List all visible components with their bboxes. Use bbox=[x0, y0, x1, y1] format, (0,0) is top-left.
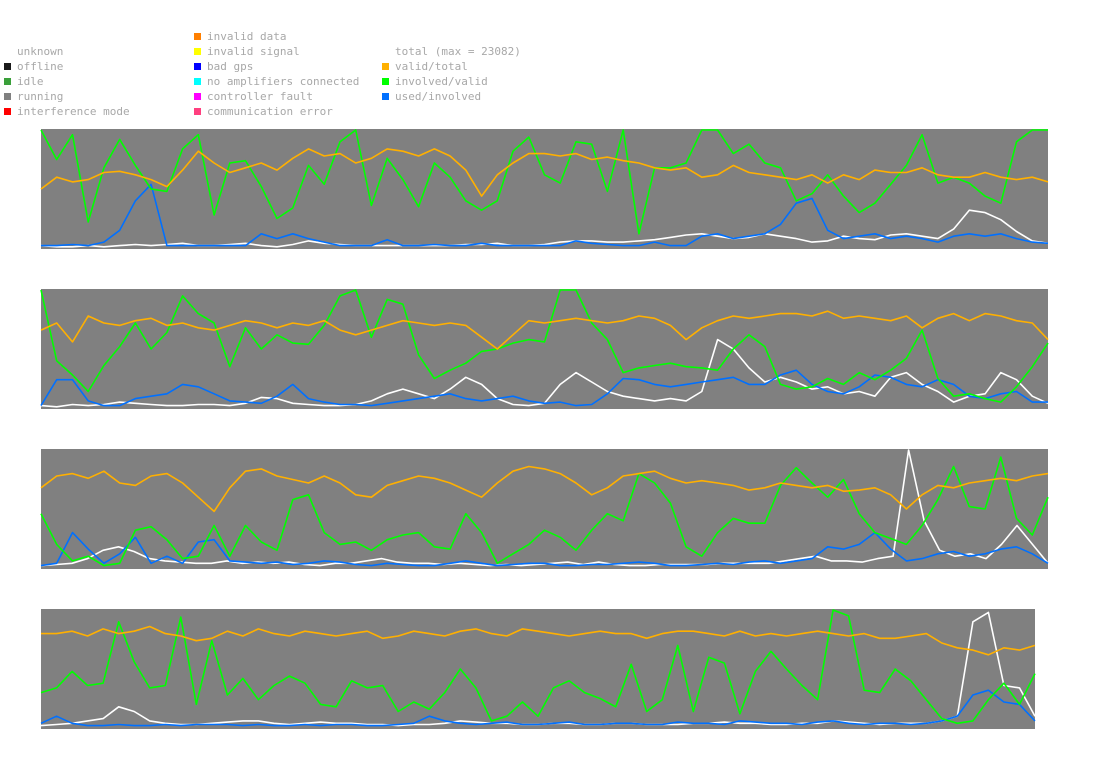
legend-swatch bbox=[194, 93, 201, 100]
legend-label: invalid data bbox=[207, 30, 287, 43]
chart-panel bbox=[40, 449, 1049, 569]
legend-swatch bbox=[194, 108, 201, 115]
legend-swatch bbox=[194, 63, 201, 70]
series-involved-valid-line bbox=[40, 609, 1036, 725]
legend-swatch bbox=[382, 93, 389, 100]
series-involved-valid-line bbox=[40, 456, 1049, 567]
legend-label: bad gps bbox=[207, 60, 254, 73]
legend-label: valid/total bbox=[395, 60, 468, 73]
legend-swatch bbox=[4, 108, 11, 115]
legend-label: controller fault bbox=[207, 90, 313, 103]
chart-panel bbox=[40, 289, 1049, 409]
legend-swatch bbox=[194, 33, 201, 40]
chart-panel bbox=[40, 609, 1036, 729]
legend-swatch bbox=[382, 63, 389, 70]
series-used-involved-line bbox=[41, 183, 1049, 247]
legend-swatch bbox=[194, 78, 201, 85]
series-involved-valid-line bbox=[40, 129, 1048, 235]
series-involved-valid-line bbox=[40, 289, 1049, 403]
legend-label: invalid signal bbox=[207, 45, 300, 58]
legend-label: idle bbox=[17, 75, 44, 88]
plot-background bbox=[41, 609, 1035, 729]
series-valid-total-line bbox=[41, 625, 1036, 656]
legend-swatch bbox=[4, 78, 11, 85]
legend-label: communication error bbox=[207, 105, 333, 118]
legend-label: used/involved bbox=[395, 90, 482, 103]
series-valid-total-line bbox=[40, 465, 1049, 513]
legend-swatch bbox=[194, 48, 201, 55]
legend-label: unknown bbox=[17, 45, 64, 58]
legend-label: involved/valid bbox=[395, 75, 488, 88]
legend-swatch bbox=[4, 48, 11, 55]
legend-label: interference mode bbox=[17, 105, 130, 118]
legend-label: offline bbox=[17, 60, 64, 73]
plot-background bbox=[41, 129, 1048, 249]
legend-swatch bbox=[4, 63, 11, 70]
chart-panel bbox=[40, 129, 1049, 249]
legend-label: no amplifiers connected bbox=[207, 75, 360, 88]
series-used-involved-line bbox=[40, 689, 1036, 727]
legend-swatch bbox=[4, 93, 11, 100]
legend-label: running bbox=[17, 90, 64, 103]
legend-swatch bbox=[382, 78, 389, 85]
series-valid-total-line bbox=[40, 310, 1049, 350]
series-used-involved-line bbox=[40, 531, 1049, 567]
series-valid-total-line bbox=[40, 148, 1049, 197]
legend-swatch bbox=[382, 48, 389, 55]
legend-label: total (max = 23082) bbox=[395, 45, 521, 58]
